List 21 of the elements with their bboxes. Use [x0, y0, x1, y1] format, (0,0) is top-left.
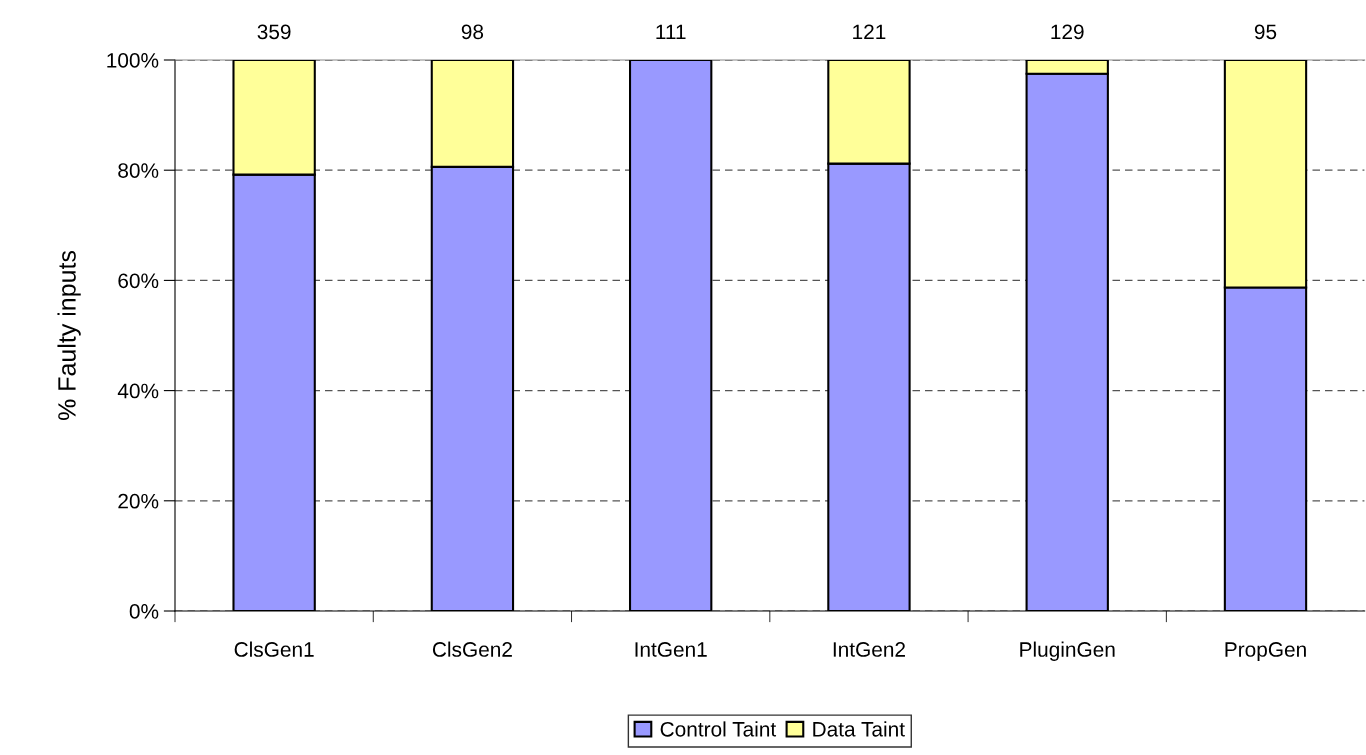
y-axis-title: % Faulty inputs: [57, 250, 81, 421]
annotation: 98: [461, 24, 484, 40]
legend-label: Control Taint: [660, 721, 777, 737]
y-tick-label: 100%: [107, 53, 159, 68]
y-tick-label: 60%: [118, 273, 159, 289]
annotation: 121: [853, 24, 886, 40]
x-tick-label: IntGen2: [833, 642, 905, 657]
annotation: 111: [656, 24, 686, 40]
annotation: 359: [257, 24, 291, 40]
y-tick-label: 0%: [129, 604, 159, 619]
y-tick-label: 80%: [118, 163, 159, 178]
x-tick-label: IntGen1: [635, 642, 707, 657]
x-tick-label: ClsGen2: [432, 641, 512, 657]
x-tick-label: PropGen: [1225, 642, 1306, 661]
annotation: 95: [1254, 24, 1277, 40]
y-tick-label: 20%: [118, 493, 159, 509]
x-tick-label: PluginGen: [1020, 641, 1115, 661]
x-tick-label: ClsGen1: [234, 641, 314, 657]
annotation: 129: [1051, 24, 1084, 40]
y-tick-label: 40%: [117, 383, 159, 399]
legend-label: Data Taint: [813, 721, 905, 737]
